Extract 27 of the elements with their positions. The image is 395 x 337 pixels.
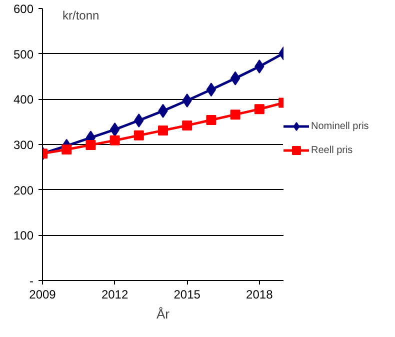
y-tick-label: 500 (13, 47, 34, 62)
legend-label: Nominell pris (311, 120, 369, 132)
y-tick-label: 600 (13, 2, 34, 16)
point (134, 130, 144, 140)
y-tick-label: 400 (13, 92, 34, 107)
point (230, 71, 240, 86)
point (110, 135, 120, 146)
point (158, 125, 168, 136)
point (206, 115, 216, 126)
x-tick-label: 2018 (246, 288, 274, 302)
point (254, 104, 264, 114)
x-tick-label: 2009 (29, 288, 56, 302)
point (206, 82, 216, 97)
point (230, 110, 240, 120)
y-tick-label: 200 (13, 183, 34, 198)
point (62, 144, 72, 154)
y-tick-label: 100 (13, 228, 34, 243)
y-axis-title: kr/tonn (62, 8, 100, 22)
point (182, 120, 192, 130)
y-tick-label: 300 (13, 138, 34, 152)
y-tick-label: - (30, 274, 34, 288)
point (110, 122, 120, 137)
x-tick-label: 2012 (101, 288, 128, 302)
x-axis-title: År (156, 306, 170, 322)
legend-label: Reell pris (311, 144, 353, 156)
point (86, 140, 96, 150)
x-tick-label: 2015 (174, 288, 201, 302)
